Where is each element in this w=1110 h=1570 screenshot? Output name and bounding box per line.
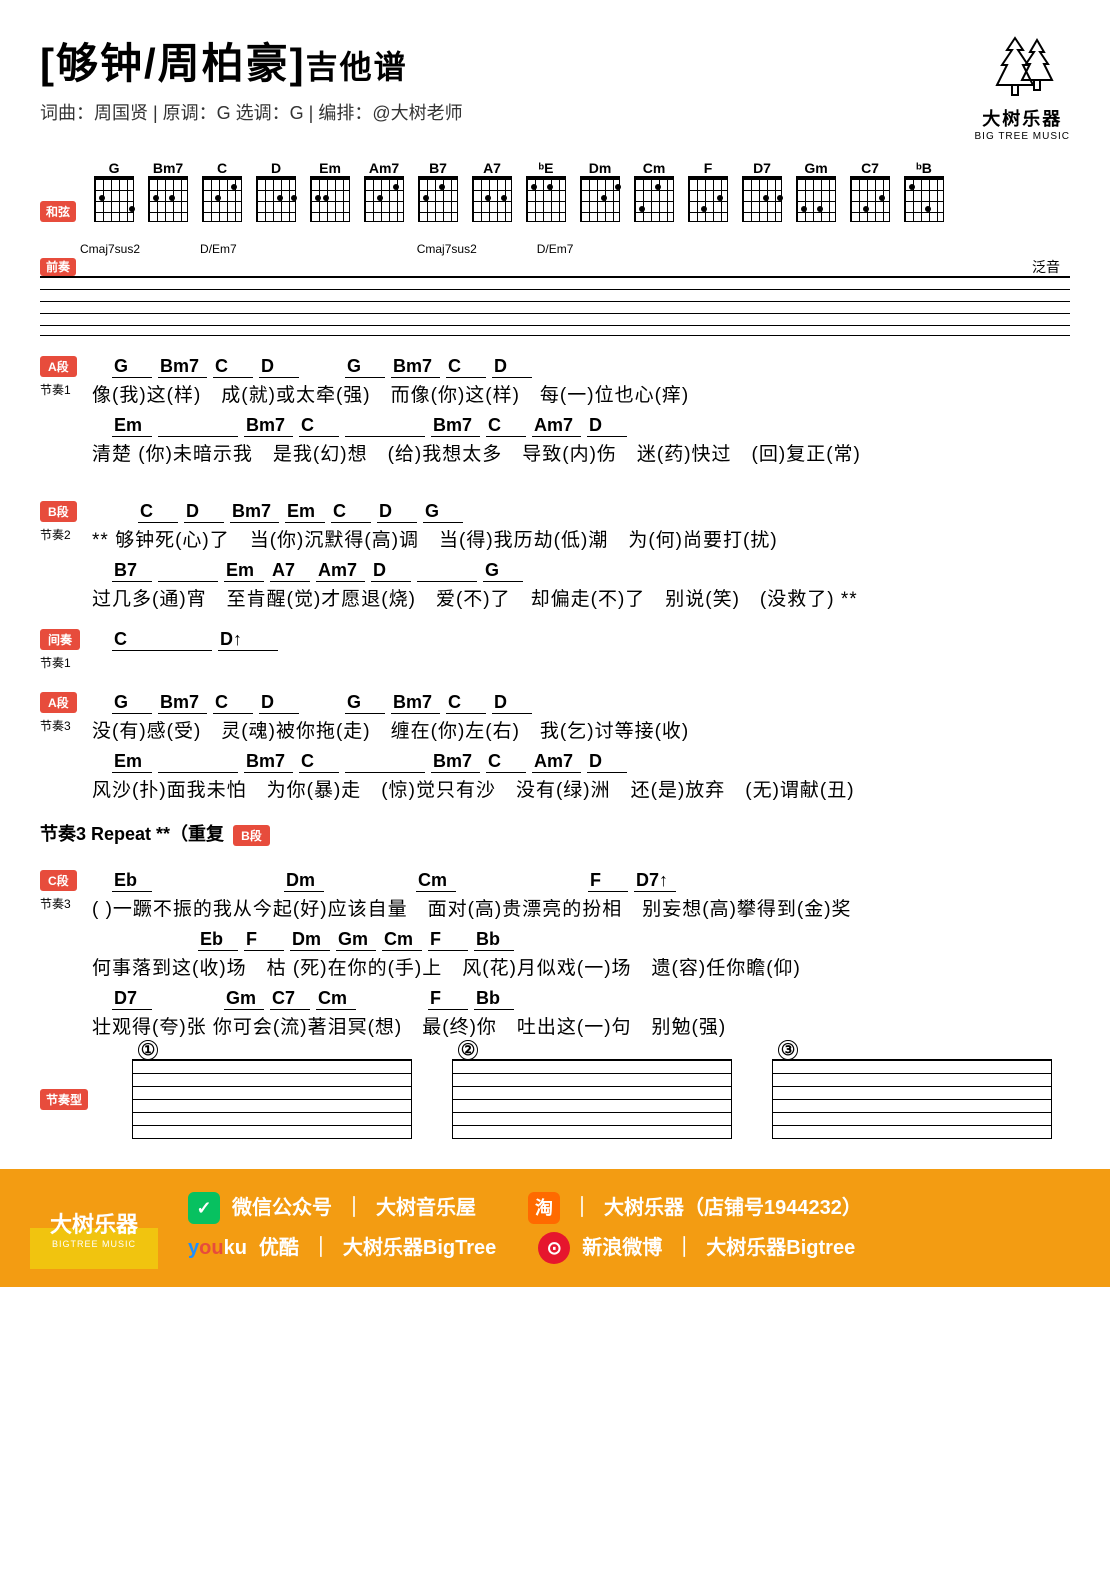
chord-line: EmBm7CBm7CAm7D <box>92 415 1070 437</box>
rhythm-label: 节奏型 <box>40 1089 88 1110</box>
bracket-open: [ <box>40 40 56 87</box>
chord-diagram: Bm7 <box>148 160 188 222</box>
bracket-close: ] <box>290 40 306 87</box>
interlude-label: 间奏 <box>40 629 80 650</box>
section-c: C段 节奏3 EbDmCmFD7↑ ( )一蹶不振的我从今起(好)应该自量 面对… <box>40 870 1070 1039</box>
rhythm-patterns: 节奏型 ① ② ③ <box>40 1059 1070 1139</box>
chord-line: EbFDmGmCmFBb <box>92 929 1070 951</box>
lyric-line: 过几多(通)宵 至肯醒(觉)才愿退(烧) 爱(不)了 却偏走(不)了 别说(笑)… <box>92 584 1070 611</box>
chord-diagram: D <box>256 160 296 222</box>
chord-diagram: D7 <box>742 160 782 222</box>
chord-line: GBm7CDGBm7CD <box>92 356 1070 378</box>
logo-text-cn: 大树乐器 <box>975 105 1071 131</box>
chord-line: EmBm7CBm7CAm7D <box>92 751 1070 773</box>
chord-line: D7GmC7CmFBb <box>92 988 1070 1010</box>
song-meta: 词曲：周国贤 | 原调：G 选调：G | 编排：@大树老师 <box>40 99 463 125</box>
chord-diagram: C <box>202 160 242 222</box>
section-c-label: C段 <box>40 870 77 891</box>
chord-diagram: F <box>688 160 728 222</box>
footer: 大树乐器 BIGTREE MUSIC ✓ 微信公众号｜大树音乐屋 淘 ｜大树乐器… <box>0 1169 1110 1287</box>
repeat-note: 节奏3 Repeat **（重复 B段 <box>40 820 1070 850</box>
footer-logo: 大树乐器 BIGTREE MUSIC <box>30 1187 158 1269</box>
section-b-label: B段 <box>40 501 77 522</box>
rhythm-pattern-3: ③ <box>772 1059 1052 1139</box>
chord-line: CDBm7EmCDG <box>92 501 1070 523</box>
taobao-icon: 淘 <box>528 1192 560 1224</box>
lyric-line: 何事落到这(收)场 枯 (死)在你的(手)上 风(花)月似戏(一)场 遗(容)任… <box>92 953 1070 980</box>
chord-line: B7EmA7Am7DG <box>92 560 1070 582</box>
chord-diagram: C7 <box>850 160 890 222</box>
title-suffix: 吉他谱 <box>306 49 408 85</box>
chord-diagram: G <box>94 160 134 222</box>
lyric-line: 风沙(扑)面我未怕 为你(暴)走 (惊)觉只有沙 没有(绿)洲 还(是)放弃 (… <box>92 775 1070 802</box>
chord-diagram: B7 <box>418 160 458 222</box>
lyric-line: 没(有)感(受) 灵(魂)被你拖(走) 缠在(你)左(右) 我(乞)讨等接(收) <box>92 716 1070 743</box>
section-a1: A段 节奏1 GBm7CDGBm7CD 像(我)这(样) 成(就)或太牵(强) … <box>40 356 1070 466</box>
logo-text-en: BIG TREE MUSIC <box>975 131 1071 142</box>
section-a-label: A段 <box>40 356 77 377</box>
section-a2: A段 节奏3 GBm7CDGBm7CD 没(有)感(受) 灵(魂)被你拖(走) … <box>40 692 1070 802</box>
chord-diagram: Em <box>310 160 350 222</box>
section-a-label: A段 <box>40 692 77 713</box>
wechat-icon: ✓ <box>188 1192 220 1224</box>
tree-icon <box>977 30 1067 100</box>
chord-line: EbDmCmFD7↑ <box>92 870 1070 892</box>
title-block: [够钟/周柏豪]吉他谱 词曲：周国贤 | 原调：G 选调：G | 编排：@大树老… <box>40 30 463 125</box>
lyric-line: ** 够钟死(心)了 当(你)沉默得(高)调 当(得)我历劫(低)潮 为(何)尚… <box>92 525 1070 552</box>
chord-diagram: A7 <box>472 160 512 222</box>
lyric-line: 像(我)这(样) 成(就)或太牵(强) 而像(你)这(样) 每(一)位也心(痒) <box>92 380 1070 407</box>
lyric-line: 壮观得(夸)张 你可会(流)著泪冥(想) 最(终)你 吐出这(一)句 别勉(强) <box>92 1012 1070 1039</box>
chord-label: 和弦 <box>40 201 76 222</box>
chord-diagram: Gm <box>796 160 836 222</box>
chord-line: CD↑ <box>92 629 1070 651</box>
interlude: 间奏 节奏1 CD↑ <box>40 629 1070 672</box>
title-main: 够钟/周柏豪 <box>56 40 290 87</box>
rhythm-pattern-1: ① <box>132 1059 412 1139</box>
chord-diagram: Am7 <box>364 160 404 222</box>
chord-diagram: ᵇE <box>526 160 566 222</box>
lyric-line: 清楚 (你)未暗示我 是我(幻)想 (给)我想太多 导致(内)伤 迷(药)快过 … <box>92 439 1070 466</box>
brand-logo: 大树乐器 BIG TREE MUSIC <box>975 30 1071 142</box>
tab-staff: 泛音 <box>40 276 1070 336</box>
lyric-line: ( )一蹶不振的我从今起(好)应该自量 面对(高)贵漂亮的扮相 别妄想(高)攀得… <box>92 894 1070 921</box>
footer-links: ✓ 微信公众号｜大树音乐屋 淘 ｜大树乐器（店铺号1944232） youku … <box>188 1188 862 1268</box>
weibo-icon: ⊙ <box>538 1232 570 1264</box>
harmonic-label: 泛音 <box>1032 257 1060 277</box>
chord-diagram-row: 和弦 G Bm7 C D Em Am7 B7 A7 ᵇE Dm Cm F D7 … <box>40 160 1070 222</box>
intro-label: 前奏 <box>40 258 76 276</box>
chord-line: GBm7CDGBm7CD <box>92 692 1070 714</box>
rhythm-pattern-2: ② <box>452 1059 732 1139</box>
chord-diagram: Dm <box>580 160 620 222</box>
page-title: [够钟/周柏豪]吉他谱 <box>40 30 463 91</box>
intro-tab: Cmaj7sus2 D/Em7 Cmaj7sus2 D/Em7 前奏 泛音 <box>40 242 1070 336</box>
section-b: B段 节奏2 CDBm7EmCDG ** 够钟死(心)了 当(你)沉默得(高)调… <box>40 501 1070 611</box>
youku-icon: youku <box>188 1228 247 1268</box>
chord-diagram: Cm <box>634 160 674 222</box>
chord-diagram: ᵇB <box>904 160 944 222</box>
